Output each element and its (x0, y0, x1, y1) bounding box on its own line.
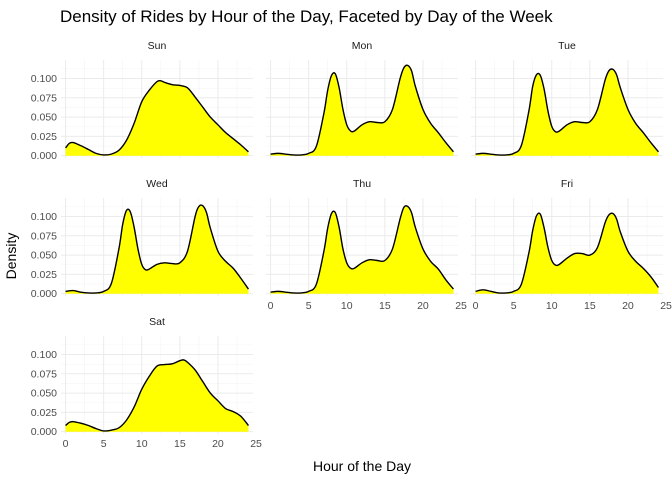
y-axis-title: Density (3, 233, 19, 280)
x-tick-label: 5 (101, 438, 107, 450)
x-tick-label: 15 (174, 438, 186, 450)
y-tick-label: 0.000 (31, 288, 57, 300)
density-line (270, 205, 454, 294)
x-tick-label: 5 (306, 300, 312, 312)
x-tick-label: 20 (212, 438, 224, 450)
y-tick-label: 0.050 (31, 112, 57, 124)
facet-label: Sat (149, 316, 165, 328)
facet-panel-sun: Sun 0.000 0.025 0.050 0.075 0.100 (31, 40, 253, 162)
x-tick-label: 25 (250, 438, 262, 450)
facet-panel-sat: Sat 0.000 0.025 0.050 0.075 0.100 0 5 10 15 20 25 (31, 316, 262, 450)
x-tick-label: 10 (546, 300, 558, 312)
y-tick-label: 0.050 (31, 388, 57, 400)
facet-label: Thu (353, 178, 371, 190)
facet-label: Sun (148, 40, 167, 52)
x-tick-label: 10 (136, 438, 148, 450)
density-line (65, 79, 249, 156)
x-tick-label: 15 (379, 300, 391, 312)
x-tick-label: 0 (473, 300, 479, 312)
density-area (270, 65, 454, 156)
y-tick-label: 0.025 (31, 407, 57, 419)
density-line (65, 204, 250, 294)
y-tick-label: 0.025 (31, 131, 57, 143)
density-line (65, 359, 249, 432)
x-tick-label: 0 (63, 438, 69, 450)
y-tick-label: 0.100 (31, 73, 57, 85)
density-area (475, 68, 659, 156)
x-tick-label: 20 (622, 300, 634, 312)
y-tick-label: 0.100 (31, 211, 57, 223)
y-tick-label: 0.000 (31, 150, 57, 162)
facet-label: Wed (146, 178, 168, 190)
density-area (65, 359, 249, 432)
y-tick-label: 0.100 (31, 349, 57, 361)
density-area (65, 80, 249, 156)
facet-panel-tue: Tue (471, 40, 663, 158)
facet-panel-mon: Mon (266, 40, 458, 158)
x-axis-title: Hour of the Day (313, 458, 411, 474)
x-tick-label: 25 (660, 300, 672, 312)
x-tick-label: 5 (511, 300, 517, 312)
facet-label: Mon (352, 40, 373, 52)
x-tick-label: 25 (455, 300, 467, 312)
facet-label: Tue (558, 40, 576, 52)
facet-panel-fri: Fri 0 5 10 15 20 25 (471, 178, 672, 312)
y-tick-label: 0.075 (31, 92, 57, 104)
density-line (475, 212, 660, 294)
y-tick-label: 0.075 (31, 368, 57, 380)
density-area (475, 213, 659, 294)
density-area (270, 205, 454, 294)
density-line (475, 68, 659, 156)
x-tick-label: 0 (268, 300, 274, 312)
density-area (65, 205, 249, 294)
y-tick-label: 0.075 (31, 230, 57, 242)
x-tick-label: 10 (341, 300, 353, 312)
x-tick-label: 20 (417, 300, 429, 312)
chart-title: Density of Rides by Hour of the Day, Fac… (60, 7, 553, 26)
facet-panels: Sun 0.000 0.025 0.050 0.075 0.100 Mon Tue Wed 0.0… (31, 40, 672, 450)
x-tick-label: 15 (584, 300, 596, 312)
facet-label: Fri (561, 178, 573, 190)
density-line (270, 64, 454, 156)
y-tick-label: 0.025 (31, 269, 57, 281)
y-tick-label: 0.050 (31, 250, 57, 262)
y-tick-label: 0.000 (31, 426, 57, 438)
facet-panel-thu: Thu 0 5 10 15 20 25 (266, 178, 467, 312)
facet-panel-wed: Wed 0.000 0.025 0.050 0.075 0.100 (31, 178, 253, 300)
